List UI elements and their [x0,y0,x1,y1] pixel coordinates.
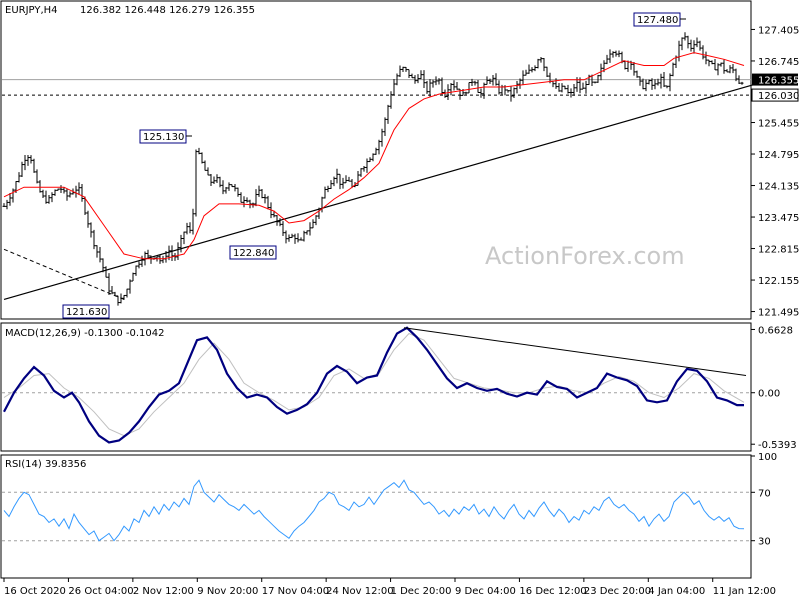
time-x-axis: 16 Oct 2020 26 Oct 04:00 2 Nov 12:00 9 Nov … [3,578,776,597]
last-price-label: 126.355 [758,76,799,87]
price-tick-label: 126.745 [758,57,799,68]
macd-panel-title: MACD(12,26,9) -0.1300 -0.1042 [5,328,165,339]
price-tick-label: 123.475 [758,213,799,224]
x-tick-label: 1 Dec 20:00 [391,586,452,597]
ohlc-readout: 126.382 126.448 126.279 126.355 [80,5,255,16]
rsi-panel-title: RSI(14) 39.8356 [5,459,86,470]
moving-average-line [3,52,745,260]
svg-text:121.630: 121.630 [66,307,107,318]
x-tick-label: 23 Dec 20:00 [584,586,651,597]
price-tick-label: 122.155 [758,276,799,287]
price-panel-title: EURJPY,H4 [5,5,58,16]
macd-line [3,326,744,444]
macd-tick-label: 0.00 [758,389,780,400]
level-price-label: 126.030 [758,91,799,102]
price-tick-label: 122.815 [758,245,799,256]
svg-text:122.840: 122.840 [233,248,274,259]
macd-trendline [403,327,747,376]
price-tick-label: 124.795 [758,150,799,161]
macd-panel-frame [0,322,752,452]
x-tick-label: 9 Nov 20:00 [197,586,258,597]
annotation-low-121630: 121.630 [62,304,110,319]
rsi-tick-label: 70 [758,488,771,499]
annotation-high-125130: 125.130 [139,129,192,144]
rsi-tick-label: 30 [758,537,771,548]
price-tick-label: 121.495 [758,308,799,319]
rsi-panel-frame [0,454,752,579]
price-tick-label: 124.135 [758,182,799,193]
x-tick-label: 11 Jan 12:00 [713,586,776,597]
level-price-tag: 126.030 [751,88,799,102]
x-tick-label: 16 Dec 12:00 [519,586,586,597]
macd-y-axis: 0.6628 0.00 -0.5393 [751,325,797,451]
rsi-line [3,479,745,542]
rsi-y-axis: 100 70 30 [751,452,777,548]
annotation-low-122840: 122.840 [229,245,277,260]
price-trendline [3,84,755,300]
price-tick-label: 127.405 [758,25,799,36]
x-tick-label: 16 Oct 2020 [4,586,66,597]
price-y-axis: 121.495 122.155 122.815 123.475 124.135 124.7… [751,25,799,319]
price-bars [2,32,744,306]
price-tick-label: 125.455 [758,119,799,130]
annotation-high-127480: 127.480 [633,12,686,27]
last-price-tag: 126.355 [752,73,799,87]
price-panel-frame [0,0,752,320]
x-tick-label: 24 Nov 12:00 [326,586,393,597]
rsi-tick-label: 100 [758,452,777,463]
watermark-text: ActionForex.com [485,242,685,270]
svg-text:125.130: 125.130 [143,132,184,143]
dashed-trendline [3,248,125,300]
x-tick-label: 17 Nov 04:00 [262,586,329,597]
x-tick-label: 2 Nov 12:00 [133,586,194,597]
x-tick-label: 26 Oct 04:00 [68,586,133,597]
svg-text:127.480: 127.480 [637,15,678,26]
macd-tick-label: 0.6628 [758,325,793,336]
x-tick-label: 9 Dec 04:00 [455,586,516,597]
x-tick-label: 4 Jan 04:00 [648,586,705,597]
macd-tick-label: -0.5393 [758,440,797,451]
